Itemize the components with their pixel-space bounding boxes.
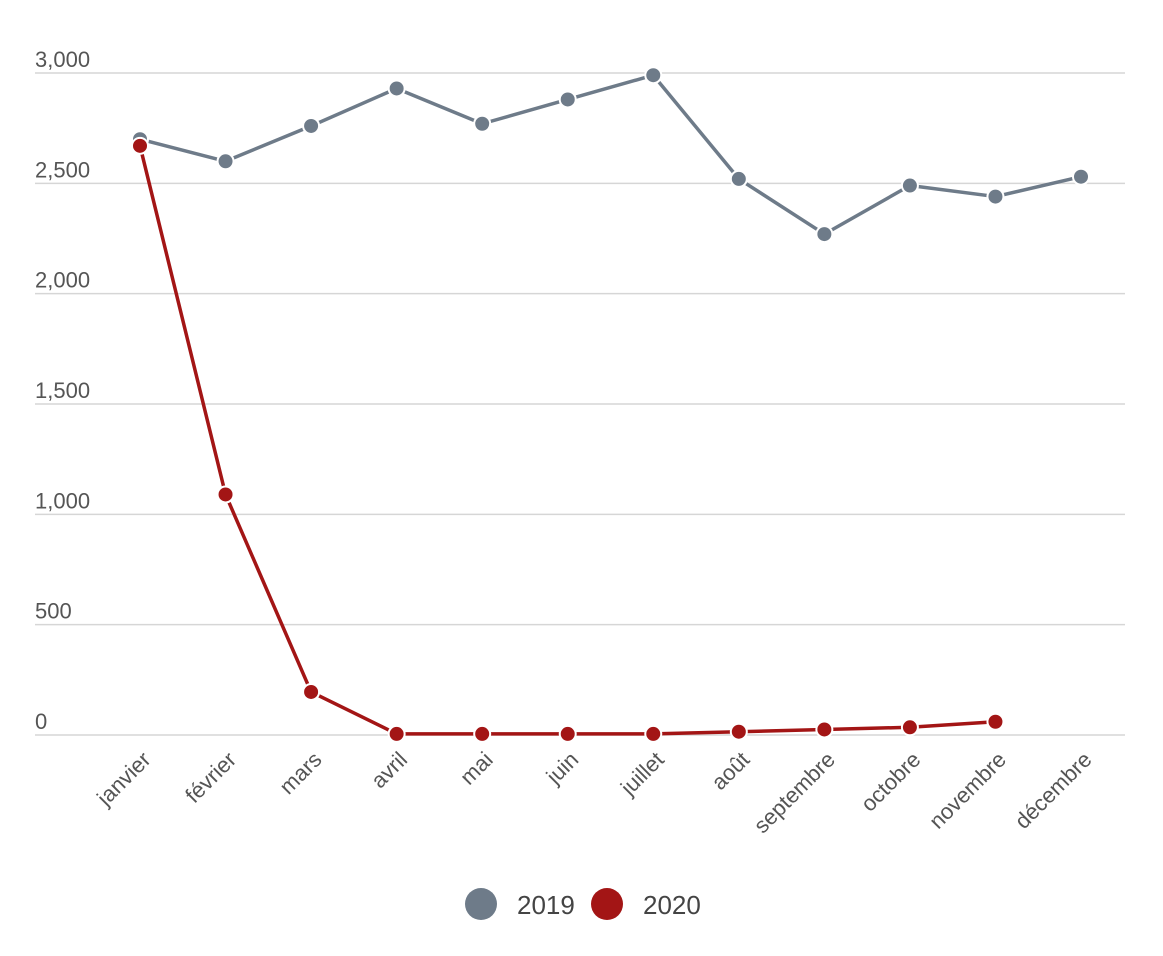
x-tick-label: octobre <box>856 747 926 817</box>
data-point[interactable] <box>729 169 748 188</box>
data-point[interactable] <box>473 114 492 133</box>
y-tick-label: 0 <box>35 709 47 734</box>
data-point[interactable] <box>387 724 406 743</box>
data-point[interactable] <box>1072 167 1090 186</box>
y-tick-label: 2,500 <box>35 157 90 182</box>
data-point[interactable] <box>900 718 919 737</box>
x-tick-label: juillet <box>615 747 669 801</box>
x-tick-label: mars <box>274 747 326 799</box>
data-point[interactable] <box>216 152 235 171</box>
grid-lines <box>35 72 1125 736</box>
legend-marker <box>465 888 497 920</box>
legend: 2019 2020 <box>465 888 701 920</box>
data-point[interactable] <box>216 485 235 504</box>
x-tick-label: janvier <box>91 747 155 811</box>
data-point[interactable] <box>387 79 406 98</box>
series-2019 <box>131 66 1090 244</box>
x-tick-label: avril <box>366 747 412 793</box>
data-point[interactable] <box>644 724 663 743</box>
legend-label: 2019 <box>517 890 575 920</box>
y-tick-label: 1,000 <box>35 488 90 513</box>
x-tick-label: septembre <box>749 747 840 838</box>
y-axis-tick-labels: 0 500 1,000 1,500 2,000 2,500 3,000 <box>35 47 90 734</box>
data-point[interactable] <box>473 724 492 743</box>
x-tick-label: août <box>706 747 754 795</box>
data-point[interactable] <box>815 225 834 244</box>
x-tick-label: décembre <box>1010 747 1097 834</box>
data-point[interactable] <box>815 720 834 739</box>
series-line-2020 <box>138 144 998 736</box>
data-point[interactable] <box>131 136 149 155</box>
data-point[interactable] <box>644 66 663 85</box>
series-line-2019 <box>138 73 1083 236</box>
data-point[interactable] <box>729 722 748 741</box>
legend-item-2019[interactable]: 2019 <box>465 888 575 920</box>
series-2020 <box>131 136 1005 743</box>
data-point[interactable] <box>558 724 577 743</box>
y-tick-label: 500 <box>35 599 72 624</box>
data-point[interactable] <box>986 187 1005 206</box>
data-point[interactable] <box>302 682 321 701</box>
legend-item-2020[interactable]: 2020 <box>591 888 701 920</box>
series-lines <box>131 66 1090 743</box>
x-tick-label: juin <box>541 747 584 790</box>
legend-label: 2020 <box>643 890 701 920</box>
y-tick-label: 2,000 <box>35 268 90 293</box>
data-point[interactable] <box>302 116 321 135</box>
y-tick-label: 1,500 <box>35 378 90 403</box>
x-tick-label: février <box>180 747 241 808</box>
x-tick-label: novembre <box>924 747 1011 834</box>
x-axis-tick-labels: janvier février mars avril mai juin juillet aoû… <box>91 747 1096 838</box>
data-point[interactable] <box>558 90 577 109</box>
data-point[interactable] <box>900 176 919 195</box>
x-tick-label: mai <box>455 747 498 790</box>
data-point[interactable] <box>986 712 1005 731</box>
legend-marker <box>591 888 623 920</box>
y-tick-label: 3,000 <box>35 47 90 72</box>
